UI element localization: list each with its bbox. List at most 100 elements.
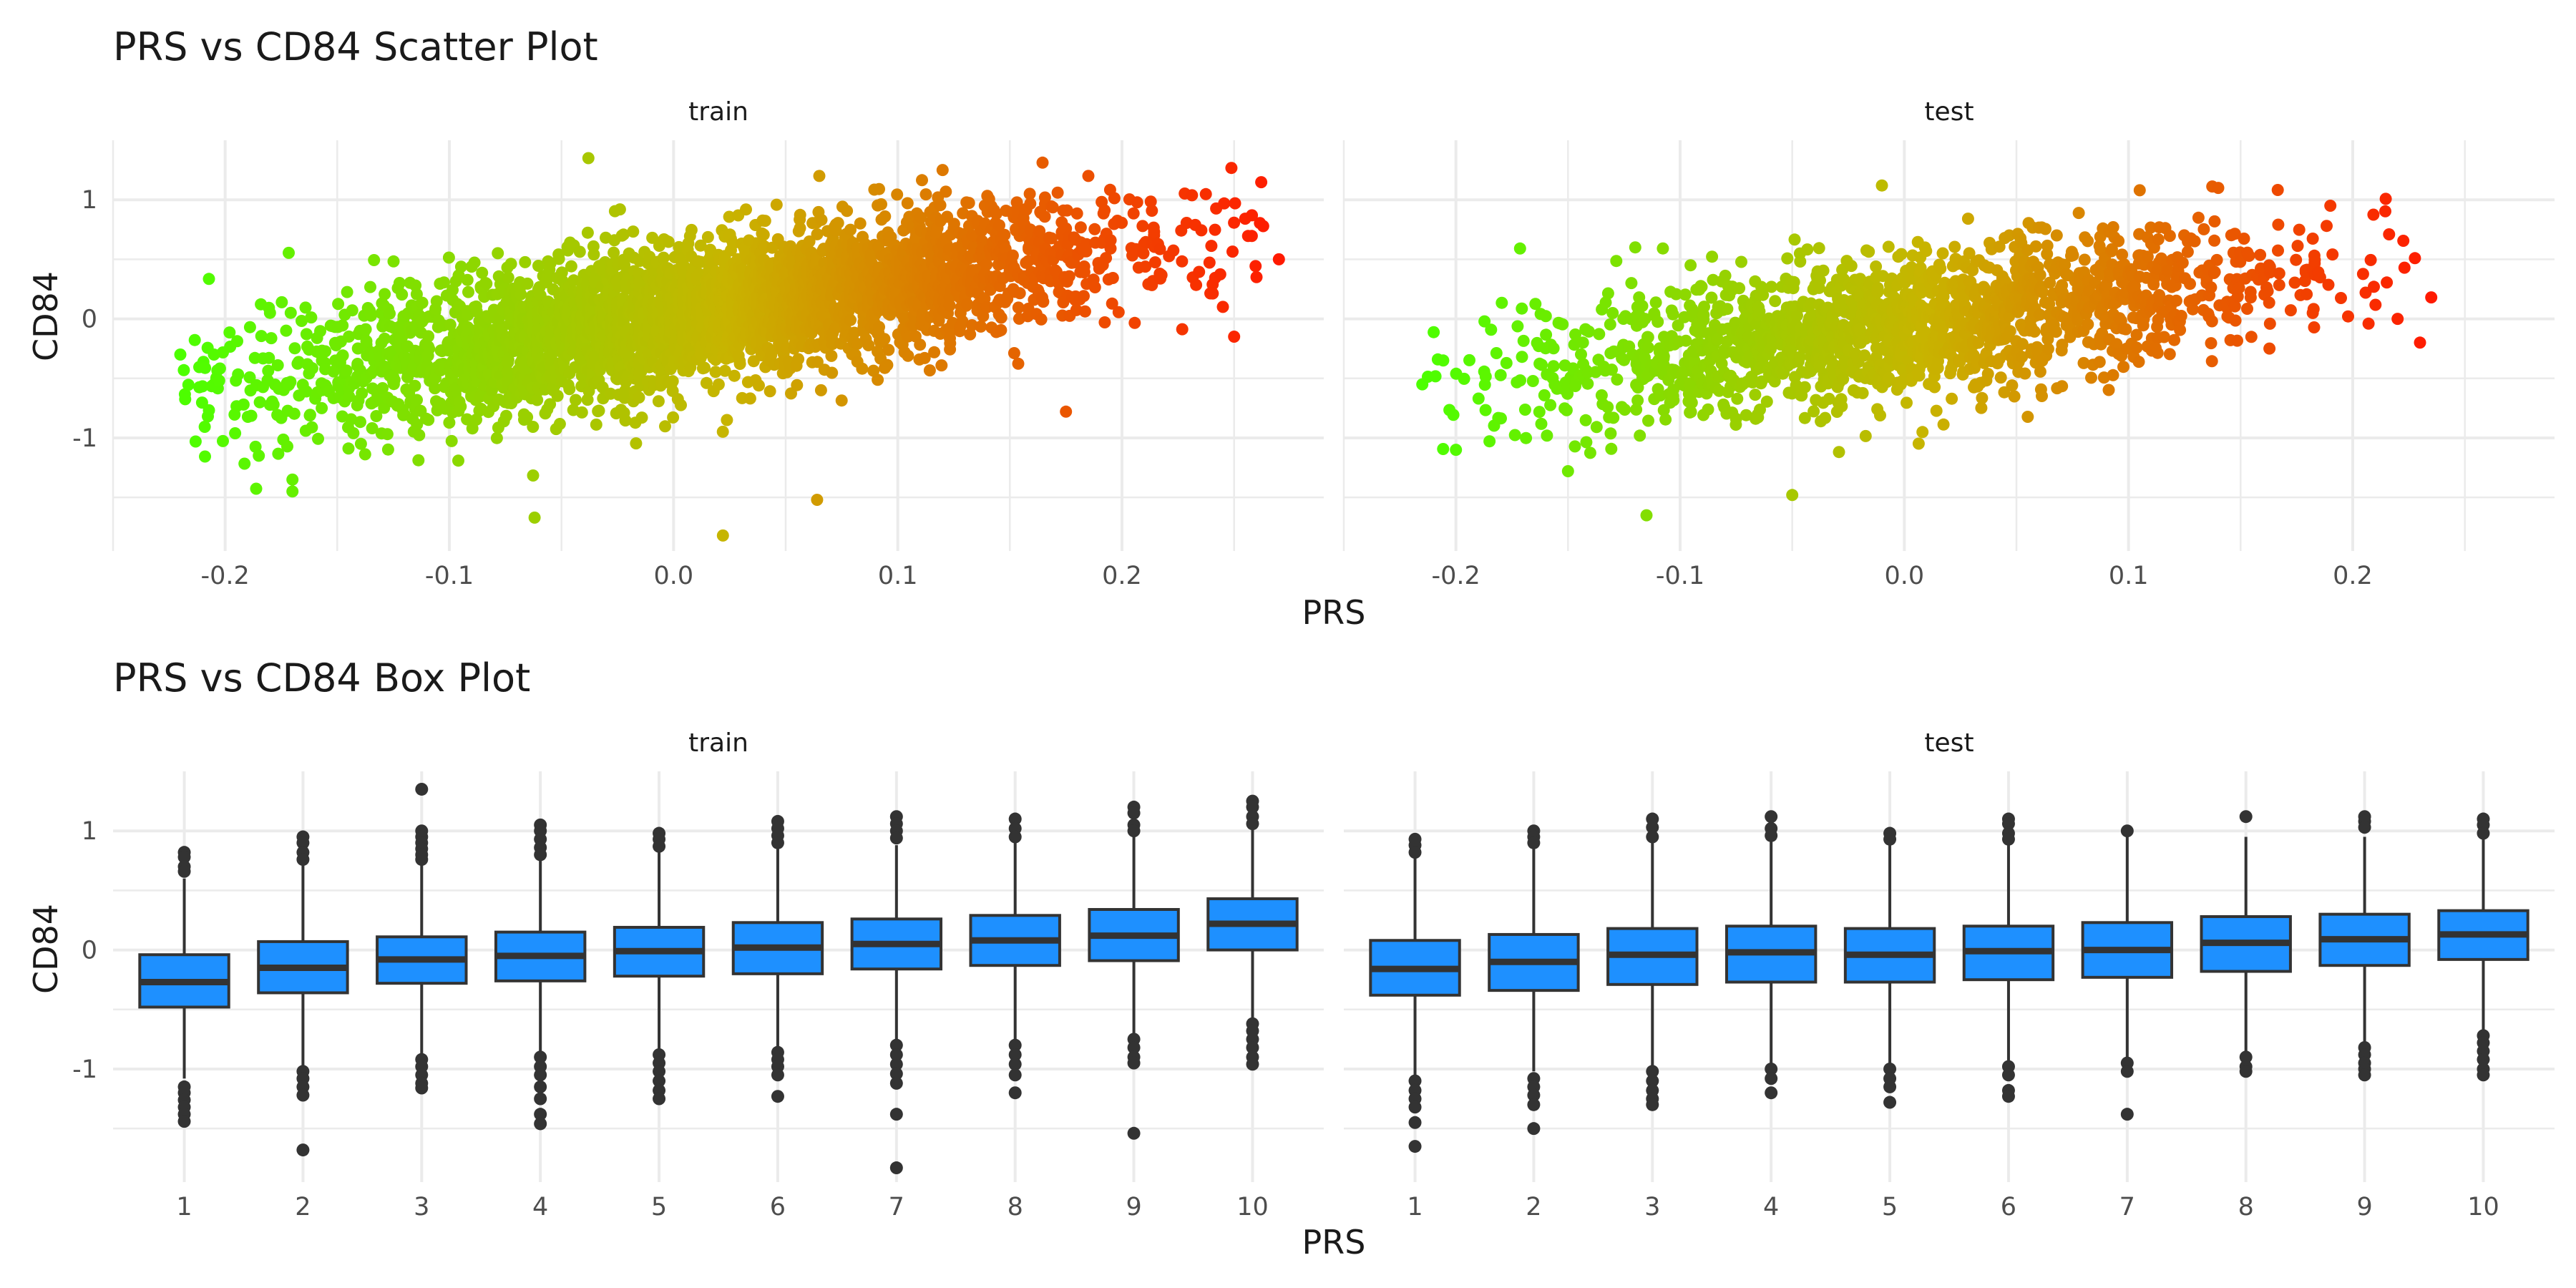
scatter-point: [1845, 260, 1858, 273]
scatter-point: [552, 253, 565, 265]
scatter-point: [1731, 392, 1744, 405]
scatter-point: [1975, 401, 1988, 414]
scatter-point: [831, 217, 844, 230]
scatter-point: [1218, 197, 1231, 210]
scatter-point: [758, 215, 771, 228]
scatter-point: [199, 450, 211, 463]
scatter-point: [263, 351, 275, 364]
scatter-point: [490, 431, 503, 444]
scatter-point: [1607, 411, 1620, 424]
scatter-point: [1610, 255, 1623, 268]
scatter-point: [1601, 287, 1614, 300]
scatter-point: [2085, 371, 2097, 384]
scatter-point: [343, 390, 356, 403]
scatter-point: [393, 277, 406, 289]
scatter-point: [300, 385, 313, 398]
scatter-point: [1611, 373, 1624, 386]
scatter-point: [570, 394, 582, 406]
scatter-point: [582, 152, 595, 165]
scatter-point: [2093, 356, 2106, 369]
scatter-point: [709, 366, 722, 379]
scatter-point: [1496, 296, 1508, 309]
scatter-point: [652, 395, 665, 408]
scatter-point: [1051, 186, 1064, 199]
scatter-point: [253, 396, 266, 409]
scatter-point: [280, 324, 293, 337]
scatter-point: [2043, 298, 2056, 311]
scatter-point: [1946, 392, 1958, 405]
scatter-point: [1137, 247, 1150, 260]
scatter-point: [1517, 334, 1530, 347]
scatter-point: [1702, 403, 1714, 416]
scatter-point: [1672, 319, 1684, 332]
scatter-point: [646, 231, 659, 244]
scatter-point: [1636, 300, 1649, 313]
scatter-point: [1536, 358, 1548, 371]
scatter-point: [1629, 241, 1641, 254]
scatter-point: [284, 306, 297, 319]
scatter-point: [923, 364, 936, 377]
scatter-point: [733, 358, 746, 370]
scatter-point: [1994, 371, 2007, 384]
scatter-point: [492, 247, 504, 260]
scatter-point: [1516, 302, 1528, 315]
scatter-point: [914, 211, 927, 224]
scatter-point: [659, 420, 671, 433]
scatter-point: [476, 266, 489, 279]
scatter-point: [1657, 350, 1670, 363]
scatter-point: [1082, 170, 1095, 182]
scatter-point: [532, 260, 545, 272]
scatter-point: [1429, 370, 1442, 383]
scatter-point: [296, 315, 308, 327]
scatter-point: [936, 164, 949, 177]
scatter-point: [675, 399, 687, 411]
scatter-point: [1186, 189, 1199, 202]
scatter-point: [1619, 404, 1631, 416]
scatter-point: [867, 364, 880, 377]
scatter-point: [1823, 392, 1835, 405]
scatter-point: [565, 260, 577, 273]
scatter-point: [1605, 442, 1618, 455]
scatter-point: [975, 320, 987, 333]
scatter-point: [794, 208, 806, 221]
scatter-point: [379, 332, 391, 345]
scatter-point: [872, 374, 884, 386]
scatter-point: [306, 362, 318, 375]
scatter-point: [1640, 509, 1653, 522]
scatter-point: [882, 343, 895, 356]
scatter-point: [2016, 351, 2029, 364]
scatter-point: [1199, 187, 1212, 200]
scatter-point: [1037, 296, 1050, 308]
scatter-point: [1711, 333, 1724, 346]
scatter-point: [581, 226, 594, 239]
scatter-point: [1721, 303, 1734, 316]
scatter-point: [701, 230, 714, 243]
scatter-point: [1835, 400, 1848, 413]
scatter-point: [2102, 384, 2115, 396]
scatter-point: [1920, 245, 1933, 258]
scatter-point: [1108, 192, 1121, 205]
scatter-point: [1961, 213, 1974, 225]
scatter-point: [879, 210, 892, 223]
scatter-point: [1547, 342, 1560, 355]
scatter-point: [1791, 309, 1803, 322]
scatter-point: [590, 418, 602, 431]
scatter-point: [841, 205, 854, 218]
scatter-point: [1148, 225, 1161, 238]
scatter-point: [1705, 291, 1718, 304]
scatter-point: [347, 426, 360, 439]
scatter-point: [587, 248, 600, 261]
scatter-point: [1112, 306, 1125, 318]
scatter-point: [1539, 310, 1552, 323]
scatter-point: [300, 328, 313, 341]
scatter-point: [1060, 204, 1073, 217]
scatter-point: [364, 280, 376, 293]
scatter-point: [2034, 268, 2046, 281]
scatter-point: [1472, 392, 1485, 405]
scatter-point: [1508, 429, 1521, 441]
scatter-point: [1195, 224, 1208, 237]
scatter-point: [1257, 220, 1269, 233]
scatter-point: [1856, 386, 1869, 399]
scatter-point: [238, 457, 251, 470]
scatter-point: [2028, 325, 2041, 338]
